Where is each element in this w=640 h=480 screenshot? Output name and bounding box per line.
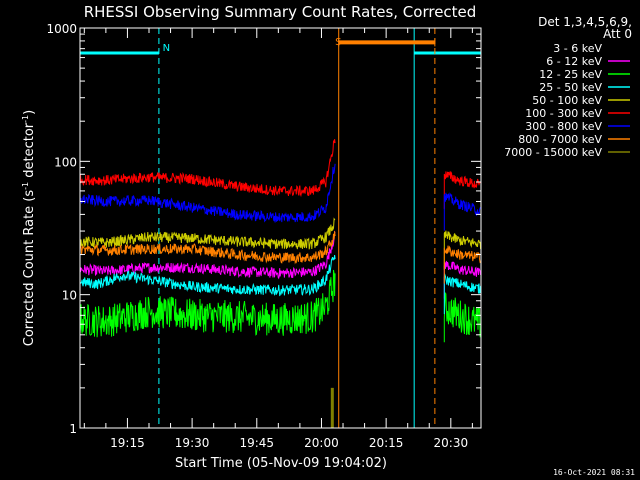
y-tick-label: 100	[54, 155, 77, 169]
y-tick-label: 10	[62, 289, 77, 303]
series-line-1	[443, 260, 482, 299]
annotation-n: N	[163, 43, 170, 54]
plot-frame	[79, 27, 482, 429]
legend-header-line-2: Att 0	[603, 27, 632, 41]
series-line-7	[443, 245, 481, 284]
y-axis-label: Corrected Count Rate (s-1 detector-1)	[21, 110, 37, 346]
plot-area: N S 1 10 100 1000 19:15 19:30 19:45 20:00 20:15 20…	[46, 22, 482, 450]
series-line-4	[443, 230, 482, 270]
y-tick-label: 1000	[46, 22, 77, 36]
x-tick-label: 19:15	[110, 436, 145, 450]
series-line-5	[443, 170, 481, 209]
x-tick-label: 20:15	[369, 436, 404, 450]
series-layer	[79, 139, 482, 428]
legend-label-6: 300 - 800 keV	[525, 120, 602, 133]
series-line-5	[79, 139, 336, 198]
timestamp: 16-Oct-2021 08:31	[553, 468, 635, 477]
series-line-1	[79, 230, 336, 280]
x-tick-label: 19:30	[175, 436, 210, 450]
annotation-s: S	[335, 37, 341, 48]
series-line-4	[79, 217, 336, 250]
series-line-6	[79, 163, 336, 223]
series-line-7	[79, 231, 336, 265]
legend-label-3: 25 - 50 keV	[539, 81, 602, 94]
series-line-6	[443, 192, 481, 231]
series-line-2	[79, 269, 336, 338]
chart-title: RHESSI Observing Summary Count Rates, Co…	[84, 3, 477, 21]
series-line-2	[443, 292, 482, 343]
y-tick-label: 1	[69, 422, 77, 436]
legend-header-line-1: Det 1,3,4,5,6,9,	[538, 15, 632, 29]
legend-label-5: 100 - 300 keV	[525, 107, 602, 120]
x-tick-label: 19:45	[239, 436, 274, 450]
legend-label-1: 6 - 12 keV	[546, 55, 602, 68]
legend-label-7: 800 - 7000 keV	[518, 133, 602, 146]
x-tick-label: 20:30	[434, 436, 469, 450]
legend-label-4: 50 - 100 keV	[532, 94, 602, 107]
legend-label-2: 12 - 25 keV	[539, 68, 602, 81]
legend-label-8: 7000 - 15000 keV	[504, 146, 602, 159]
x-axis-label: Start Time (05-Nov-09 19:04:02)	[175, 456, 387, 471]
series-line-3	[443, 272, 482, 315]
legend-label-0: 3 - 6 keV	[553, 42, 602, 55]
series-7000-15000-kev-mark	[330, 387, 334, 428]
series-line-3	[79, 255, 336, 297]
x-tick-label: 20:00	[304, 436, 339, 450]
